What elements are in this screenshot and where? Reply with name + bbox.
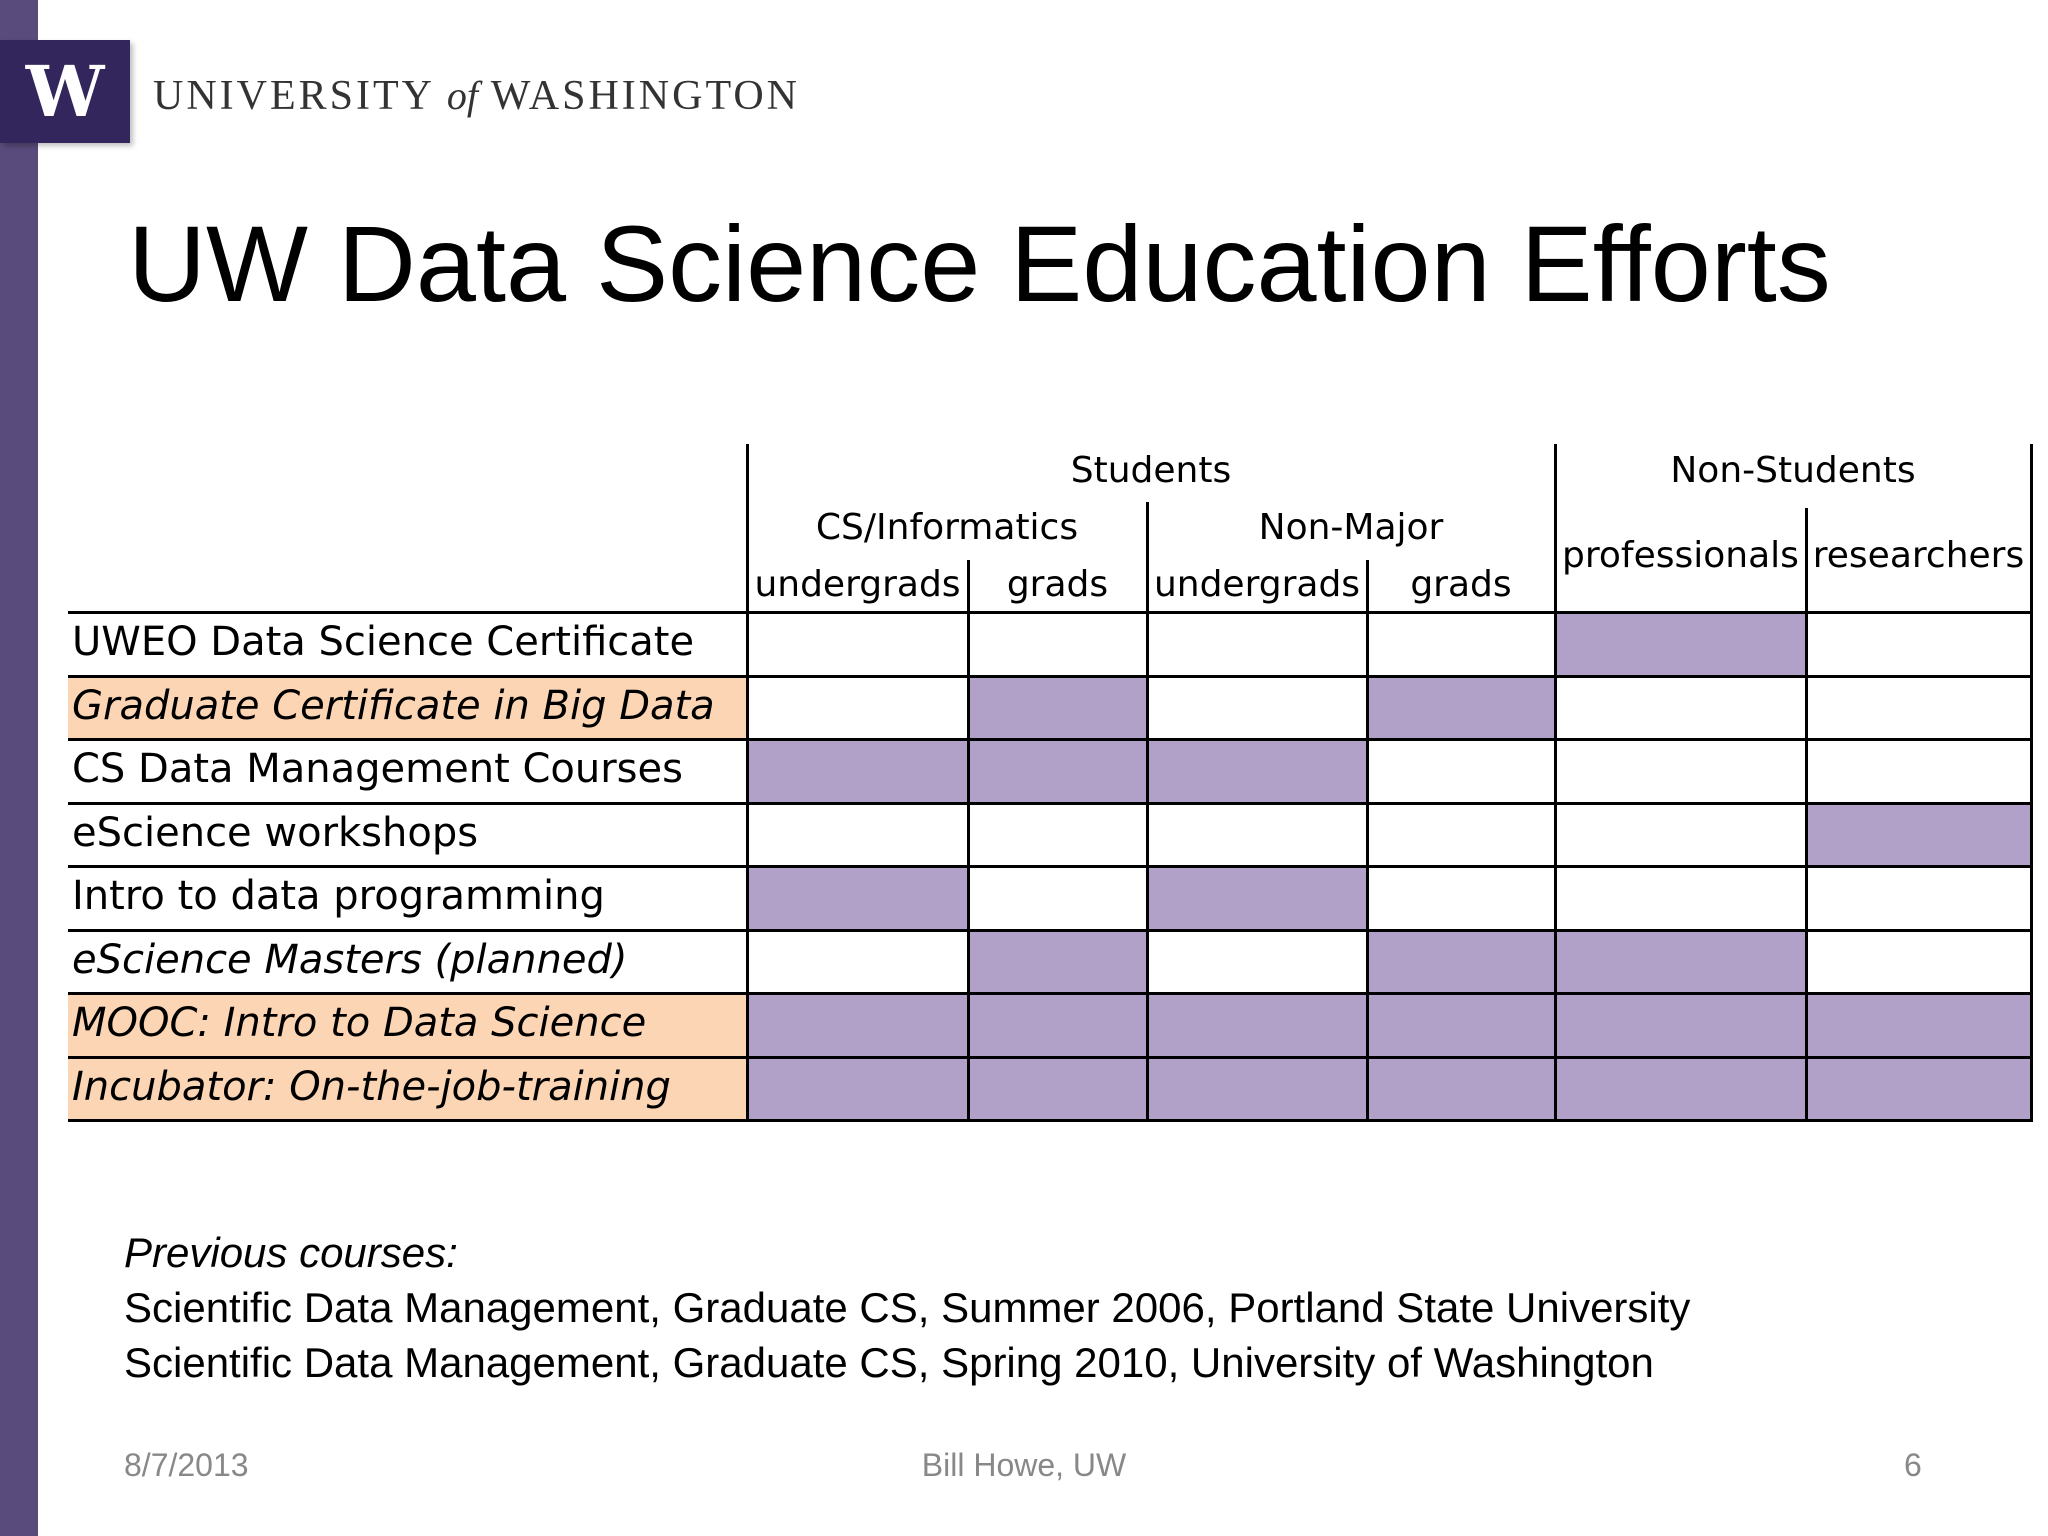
- filled-cell: [968, 1056, 1147, 1120]
- filled-cell: [1806, 802, 2031, 866]
- uw-logo: W: [0, 40, 130, 143]
- filled-cell: [1806, 993, 2031, 1057]
- slide-sidebar-bar: [0, 0, 38, 1536]
- filled-cell: [968, 675, 1147, 739]
- column-divider: [1146, 502, 1149, 1120]
- header-non-students: Non-Students: [1670, 450, 1916, 491]
- row-divider: [68, 674, 2033, 678]
- row-divider: [68, 738, 2033, 741]
- row-label: eScience workshops: [72, 809, 479, 856]
- column-header: professionals: [1562, 535, 1799, 576]
- header-students: Students: [1070, 450, 1232, 491]
- filled-cell: [968, 929, 1147, 993]
- filled-cell: [1555, 993, 1806, 1057]
- filled-cell: [1555, 929, 1806, 993]
- column-divider: [2030, 444, 2033, 1121]
- footer-author: Bill Howe, UW: [921, 1447, 1127, 1483]
- filled-cell: [1367, 929, 1555, 993]
- column-header: grads: [1006, 564, 1109, 605]
- wordmark-university: UNIVERSITY: [153, 73, 447, 119]
- previous-course-line: Scientific Data Management, Graduate CS,…: [124, 1339, 1654, 1386]
- previous-courses-heading: Previous courses:: [124, 1229, 458, 1276]
- column-header: undergrads: [1153, 564, 1361, 605]
- uw-wordmark: UNIVERSITY of WASHINGTON: [153, 72, 800, 120]
- filled-cell: [747, 866, 968, 930]
- filled-cell: [1367, 993, 1555, 1057]
- column-divider: [1366, 560, 1369, 1120]
- column-divider: [1554, 444, 1557, 1121]
- filled-cell: [968, 993, 1147, 1057]
- row-divider: [68, 1055, 2033, 1059]
- row-label: UWEO Data Science Certificate: [72, 619, 695, 665]
- row-divider: [68, 865, 2033, 868]
- footer-page-number: 6: [1904, 1447, 1922, 1483]
- footer-date: 8/7/2013: [124, 1447, 249, 1483]
- filled-cell: [1147, 739, 1367, 803]
- row-divider: [68, 801, 2033, 805]
- column-divider: [967, 560, 970, 1120]
- filled-cell: [747, 993, 968, 1057]
- filled-cell: [1555, 612, 1806, 676]
- filled-cell: [1806, 1056, 2031, 1120]
- row-divider: [68, 992, 2033, 995]
- column-divider: [1805, 508, 1808, 1120]
- row-label: Graduate Certificate in Big Data: [68, 675, 747, 739]
- filled-cell: [1147, 866, 1367, 930]
- column-header: undergrads: [754, 564, 961, 605]
- filled-cell: [1147, 1056, 1367, 1120]
- header-cs-informatics: CS/Informatics: [815, 507, 1079, 548]
- filled-cell: [747, 1056, 968, 1120]
- row-label: Intro to data programming: [72, 873, 605, 919]
- column-header: grads: [1410, 564, 1512, 605]
- row-divider: [68, 611, 2033, 614]
- row-label: MOOC: Intro to Data Science: [68, 993, 747, 1057]
- row-label: Incubator: On-the-job-training: [68, 1056, 747, 1120]
- column-divider: [746, 444, 749, 1121]
- filled-cell: [1555, 1056, 1806, 1120]
- filled-cell: [968, 739, 1147, 803]
- filled-cell: [1367, 675, 1555, 739]
- previous-course-line: Scientific Data Management, Graduate CS,…: [124, 1284, 1691, 1331]
- uw-logo-letter: W: [25, 49, 105, 133]
- row-label: eScience Masters (planned): [72, 936, 628, 983]
- header-non-major: Non-Major: [1258, 507, 1444, 548]
- filled-cell: [747, 739, 968, 803]
- row-label: CS Data Management Courses: [72, 746, 683, 792]
- wordmark-of: of: [446, 73, 479, 118]
- previous-courses: Previous courses: Scientific Data Manage…: [124, 1225, 1690, 1390]
- filled-cell: [1147, 993, 1367, 1057]
- slide-title: UW Data Science Education Efforts: [128, 203, 1831, 324]
- filled-cell: [1367, 1056, 1555, 1120]
- wordmark-washington: WASHINGTON: [478, 73, 801, 119]
- row-divider: [68, 1119, 2033, 1122]
- row-divider: [68, 928, 2033, 932]
- column-header: researchers: [1812, 535, 2025, 576]
